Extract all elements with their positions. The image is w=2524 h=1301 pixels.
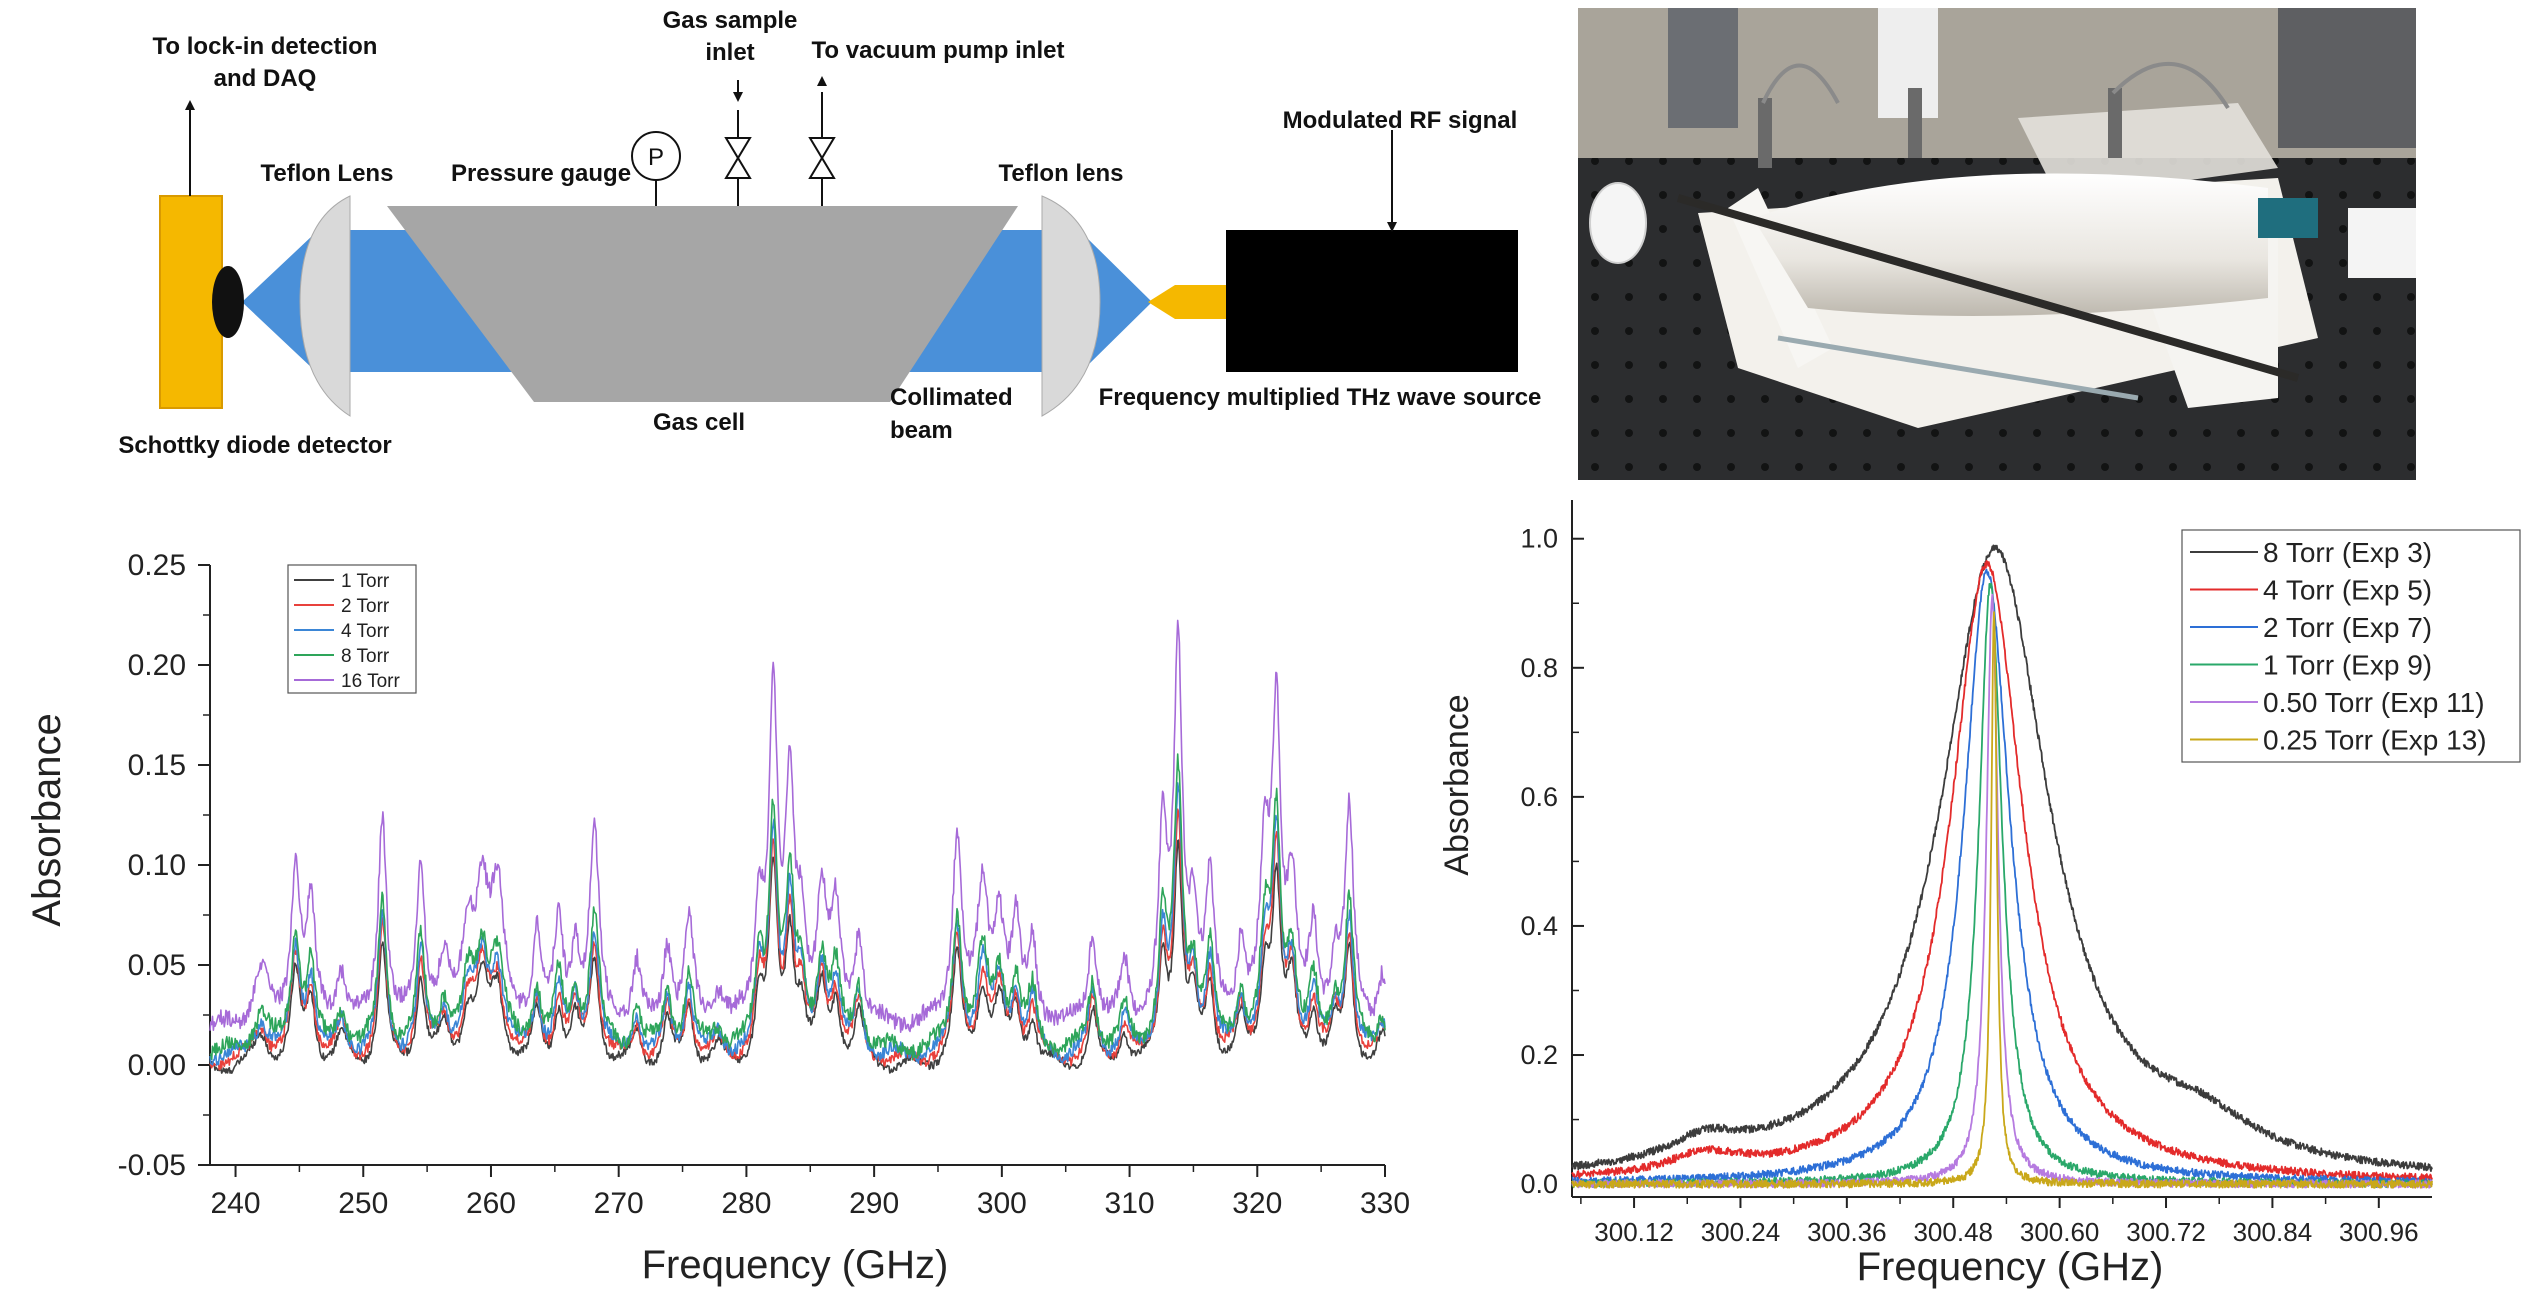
- chart-left-ylabel: Absorbance: [25, 713, 69, 926]
- teflon-lens-left: [299, 195, 351, 417]
- legend-label: 2 Torr: [341, 596, 390, 617]
- chart-left-ytick-label: 0.00: [128, 1049, 186, 1082]
- label-gas-cell: Gas cell: [653, 409, 745, 436]
- setup-schematic: P To lock-in detection and DAQ Gas sampl…: [118, 7, 1542, 459]
- chart-right-ytick-label: 1.0: [1520, 524, 1558, 554]
- chart-lineshape-pressure: 0.0 0.2 0.4 0.6 0.8 1.0 300.12 300.24 300.36 300.…: [1438, 500, 2521, 1289]
- chart-right-ytick-label: 0.6: [1520, 782, 1558, 812]
- chart-right-xtick-label: 300.36: [1807, 1217, 1887, 1247]
- beam-cone-left: [242, 236, 312, 368]
- teflon-lens-right: [1041, 195, 1101, 417]
- chart-right-legend: [2181, 529, 2521, 763]
- chart-right-xtick-label: 300.72: [2126, 1217, 2206, 1247]
- gas-inlet-valve-icon: [724, 80, 752, 206]
- label-vacuum: To vacuum pump inlet: [812, 37, 1065, 64]
- legend-label: 8 Torr: [341, 646, 390, 667]
- label-gas-sample-line1: Gas sample: [663, 7, 798, 34]
- label-gas-sample-line2: inlet: [705, 39, 754, 66]
- chart-left-ytick-label: 0.10: [128, 849, 186, 882]
- chart-right-ytick-label: 0.2: [1520, 1040, 1558, 1070]
- chart-left-xtick-label: 280: [721, 1187, 771, 1220]
- chart-left-xtick-label: 270: [594, 1187, 644, 1220]
- legend-label: 8 Torr (Exp 3): [2263, 537, 2432, 568]
- label-pressure-gauge: Pressure gauge: [451, 160, 631, 187]
- series-line-exp-0: [1571, 544, 2433, 1172]
- label-collimated-line1: Collimated: [890, 384, 1013, 411]
- experimental-setup-photo: [1578, 8, 2416, 480]
- legend-label: 0.50 Torr (Exp 11): [2263, 687, 2485, 718]
- gauge-symbol: P: [648, 144, 664, 171]
- label-detector: Schottky diode detector: [118, 432, 391, 459]
- chart-left-ytick-label: 0.15: [128, 749, 186, 782]
- lockin-arrowhead: [185, 100, 195, 110]
- series-line-8-torr: [209, 753, 1386, 1061]
- legend-label: 4 Torr (Exp 5): [2263, 575, 2432, 606]
- legend-label: 0.25 Torr (Exp 13): [2263, 725, 2487, 756]
- chart-left-ytick-label: -0.05: [118, 1149, 186, 1182]
- label-modulated-rf: Modulated RF signal: [1283, 107, 1518, 134]
- source-horn: [1148, 285, 1226, 319]
- chart-absorbance-spectrum: -0.05 0.00 0.05 0.10 0.15 0.20 0.25 240 250 260 27…: [25, 549, 1410, 1287]
- chart-left-ytick-label: 0.05: [128, 949, 186, 982]
- legend-label: 2 Torr (Exp 7): [2263, 612, 2432, 643]
- detector-tip: [212, 266, 244, 338]
- chart-right-xtick-label: 300.60: [2020, 1217, 2100, 1247]
- beam-cone-right: [1085, 236, 1152, 368]
- chart-left-xtick-label: 300: [977, 1187, 1027, 1220]
- rf-arrowhead: [1387, 222, 1397, 232]
- label-teflon-lens-right: Teflon lens: [999, 160, 1124, 187]
- legend-label: 1 Torr (Exp 9): [2263, 650, 2432, 681]
- series-line-exp-1: [1571, 560, 2433, 1182]
- chart-left-xtick-label: 330: [1360, 1187, 1410, 1220]
- chart-right-ytick-label: 0.8: [1520, 653, 1558, 683]
- label-source: Frequency multiplied THz wave source: [1099, 384, 1542, 411]
- series-line-16-torr: [209, 619, 1386, 1033]
- chart-right-xlabel: Frequency (GHz): [1857, 1245, 2164, 1289]
- legend-label: 4 Torr: [341, 621, 390, 642]
- label-teflon-lens-left: Teflon Lens: [261, 160, 394, 187]
- chart-right-ytick-label: 0.0: [1520, 1169, 1558, 1199]
- chart-left-xtick-label: 290: [849, 1187, 899, 1220]
- chart-left-xlabel: Frequency (GHz): [642, 1243, 949, 1287]
- legend-label: 16 Torr: [341, 671, 400, 692]
- series-line-4-torr: [209, 782, 1386, 1066]
- legend-label: 1 Torr: [341, 571, 390, 592]
- chart-right-ylabel: Absorbance: [1438, 694, 1476, 875]
- thz-source: [1226, 230, 1518, 372]
- gas-cell: [387, 206, 1018, 402]
- chart-left-xtick-label: 250: [338, 1187, 388, 1220]
- chart-left-ytick-label: 0.20: [128, 649, 186, 682]
- chart-right-xtick-label: 300.96: [2339, 1217, 2419, 1247]
- chart-right-xtick-label: 300.48: [1913, 1217, 1993, 1247]
- chart-left-xtick-label: 240: [211, 1187, 261, 1220]
- chart-right-xtick-label: 300.84: [2233, 1217, 2313, 1247]
- chart-right-xtick-label: 300.24: [1701, 1217, 1781, 1247]
- label-lockin-line1: To lock-in detection: [153, 33, 378, 60]
- chart-left-xtick-label: 260: [466, 1187, 516, 1220]
- vacuum-valve-icon: [808, 76, 836, 206]
- chart-left-xtick-label: 320: [1232, 1187, 1282, 1220]
- label-lockin-line2: and DAQ: [214, 65, 317, 92]
- chart-right-xtick-label: 300.12: [1594, 1217, 1674, 1247]
- label-collimated-line2: beam: [890, 417, 953, 444]
- chart-left-ytick-label: 0.25: [128, 549, 186, 582]
- pressure-gauge-icon: [631, 131, 681, 181]
- series-line-exp-5: [1571, 611, 2433, 1189]
- chart-right-ytick-label: 0.4: [1520, 911, 1558, 941]
- schottky-detector: [159, 195, 223, 409]
- chart-left-xtick-label: 310: [1105, 1187, 1155, 1220]
